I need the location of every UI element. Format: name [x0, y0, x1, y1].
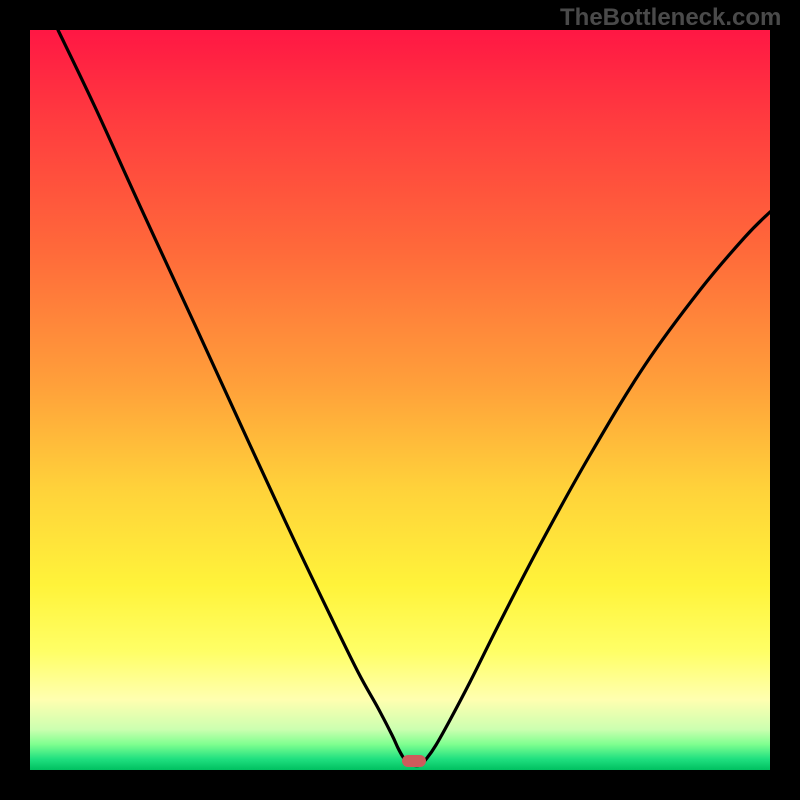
optimal-point-marker [402, 755, 426, 767]
plot-gradient-background [30, 30, 770, 770]
bottleneck-chart [0, 0, 800, 800]
watermark-text: TheBottleneck.com [560, 4, 781, 32]
